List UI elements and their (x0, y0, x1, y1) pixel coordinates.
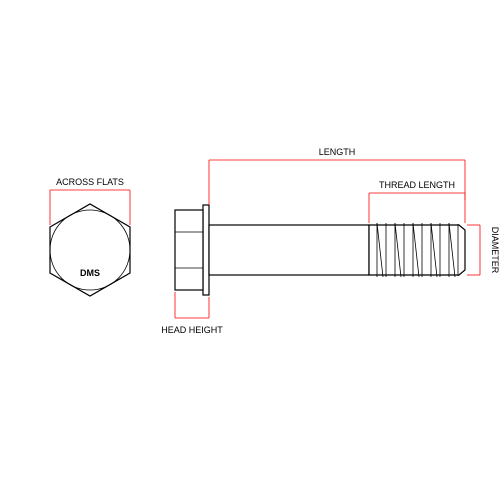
label-dms: DMS (80, 268, 100, 278)
shank (209, 225, 369, 275)
hex-head-outline (50, 204, 130, 296)
thread (369, 223, 465, 277)
label-across-flats: ACROSS FLATS (56, 177, 124, 187)
label-thread-length: THREAD LENGTH (379, 180, 455, 190)
label-diameter: DIAMETER (490, 227, 500, 274)
label-head-height: HEAD HEIGHT (161, 325, 223, 335)
front-view: ACROSS FLATS DMS (50, 177, 130, 296)
dim-head-height: HEAD HEIGHT (161, 292, 223, 335)
hex-head-side (175, 210, 203, 290)
dim-diameter: DIAMETER (467, 225, 500, 275)
side-view: LENGTH THREAD LENGTH HEAD HEIGHT DIAMETE… (161, 147, 500, 335)
dim-thread-length: THREAD LENGTH (369, 180, 465, 223)
washer-face (203, 205, 209, 295)
bolt-diagram: ACROSS FLATS DMS (0, 0, 500, 500)
label-length: LENGTH (319, 147, 356, 157)
